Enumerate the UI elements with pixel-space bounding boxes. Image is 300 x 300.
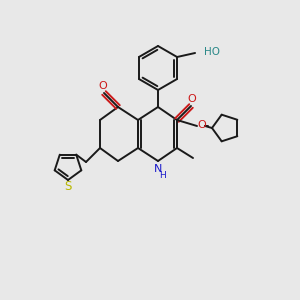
- Text: N: N: [154, 164, 162, 174]
- Text: S: S: [64, 181, 72, 194]
- Text: O: O: [188, 94, 196, 104]
- Text: HO: HO: [204, 47, 220, 57]
- Text: O: O: [99, 81, 107, 91]
- Text: O: O: [198, 120, 206, 130]
- Text: H: H: [160, 170, 167, 179]
